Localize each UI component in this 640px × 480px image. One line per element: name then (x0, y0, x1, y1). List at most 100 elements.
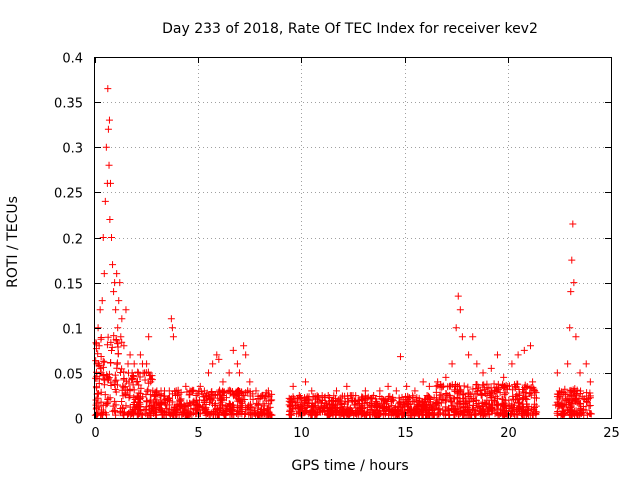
scatter-point (97, 369, 105, 377)
scatter-point (493, 351, 501, 359)
scatter-point-cloud-sample (264, 410, 272, 418)
scatter-point-cloud-sample (513, 406, 521, 414)
x-tick-label: 10 (293, 426, 310, 441)
scatter-point (98, 297, 106, 305)
scatter-point-cloud-sample (218, 396, 226, 404)
scatter-point-cloud-sample (301, 397, 309, 405)
scatter-point-cloud-sample (239, 392, 247, 400)
scatter-point (104, 85, 112, 93)
scatter-point (469, 333, 477, 341)
scatter-point-cloud-sample (368, 399, 376, 407)
scatter-point-cloud-sample (158, 409, 166, 417)
scatter-point-cloud-sample (202, 393, 210, 401)
scatter-point-cloud-sample (177, 401, 185, 409)
scatter-point-cloud-sample (103, 341, 111, 349)
scatter-point-cloud-sample (353, 401, 361, 409)
scatter-point-cloud-sample (246, 388, 254, 396)
scatter-point-cloud-sample (485, 411, 493, 419)
scatter-point-cloud-sample (352, 408, 360, 416)
scatter-point-cloud-sample (583, 398, 591, 406)
scatter-point-cloud-sample (569, 400, 577, 408)
scatter-point (567, 288, 575, 296)
scatter-point-cloud-sample (393, 406, 401, 414)
scatter-point-cloud-sample (168, 398, 176, 406)
scatter-point-cloud-sample (502, 381, 510, 389)
scatter-point-cloud-sample (97, 335, 105, 343)
scatter-point (586, 378, 594, 386)
scatter-point (568, 256, 576, 264)
scatter-point (332, 387, 340, 395)
scatter-point-cloud-sample (285, 394, 293, 402)
scatter-point-cloud-sample (487, 393, 495, 401)
scatter-point-cloud-sample (195, 403, 203, 411)
scatter-point (120, 342, 128, 350)
scatter-point (149, 387, 157, 395)
scatter-point (109, 261, 117, 269)
scatter-point-cloud-sample (94, 389, 102, 397)
scatter-point (126, 351, 134, 359)
scatter-point (454, 292, 462, 300)
scatter-point (264, 387, 272, 395)
scatter-point-cloud-sample (206, 395, 214, 403)
scatter-point-cloud-sample (114, 343, 122, 351)
scatter-point-cloud-sample (432, 382, 440, 390)
scatter-point-cloud-sample (526, 390, 534, 398)
scatter-point (215, 355, 223, 363)
scatter-point-cloud-sample (313, 411, 321, 419)
scatter-point-cloud-sample (516, 390, 524, 398)
scatter-point-cloud-sample (211, 390, 219, 398)
scatter-point-cloud-sample (446, 393, 454, 401)
scatter-point (235, 369, 243, 377)
scatter-point-cloud-sample (499, 411, 507, 419)
scatter-points (92, 85, 594, 404)
scatter-point (569, 220, 577, 228)
scatter-point-cloud-sample (112, 336, 120, 344)
scatter-point (403, 382, 411, 390)
scatter-point-cloud-sample (285, 411, 293, 419)
scatter-point (213, 351, 221, 359)
scatter-point-cloud-sample (587, 410, 595, 418)
scatter-point-cloud-sample (122, 391, 130, 399)
scatter-point (458, 333, 466, 341)
scatter-point (479, 369, 487, 377)
scatter-point (104, 125, 112, 133)
scatter-point-cloud-sample (511, 384, 519, 392)
chart-title: Day 233 of 2018, Rate Of TEC Index for r… (162, 21, 538, 37)
scatter-point-cloud-sample (469, 385, 477, 393)
scatter-point (196, 382, 204, 390)
scatter-point-cloud-sample (321, 402, 329, 410)
scatter-point-cloud-sample (353, 410, 361, 418)
scatter-point-cloud-sample (302, 407, 310, 415)
scatter-point-cloud-sample (249, 395, 257, 403)
scatter-point-cloud-sample (139, 393, 147, 401)
scatter-point-cloud-sample (145, 411, 153, 419)
scatter-point-cloud-sample (585, 402, 593, 410)
scatter-point-cloud-sample (405, 398, 413, 406)
scatter-point-cloud-sample (142, 405, 150, 413)
scatter-point-cloud-sample (378, 395, 386, 403)
scatter-point-cloud-sample (368, 410, 376, 418)
scatter-point-cloud-sample (112, 401, 120, 409)
scatter-point-cloud-sample (452, 381, 460, 389)
scatter-point-cloud (91, 332, 595, 419)
scatter-point-cloud-sample (226, 389, 234, 397)
scatter-point-cloud-sample (478, 391, 486, 399)
scatter-point-cloud-sample (478, 398, 486, 406)
scatter-point-cloud-sample (398, 393, 406, 401)
scatter-point (102, 143, 110, 151)
scatter-point-cloud-sample (455, 382, 463, 390)
scatter-point-cloud-sample (464, 383, 472, 391)
scatter-point-cloud-sample (586, 392, 594, 400)
scatter-point (576, 369, 584, 377)
scatter-point-cloud-sample (105, 370, 113, 378)
x-tick-label: 20 (500, 426, 517, 441)
scatter-point (242, 351, 250, 359)
scatter-point-cloud-sample (482, 401, 490, 409)
scatter-point-cloud-sample (447, 398, 455, 406)
scatter-point (114, 324, 122, 332)
scatter-point-cloud-sample (134, 398, 142, 406)
scatter-point-cloud-sample (114, 350, 122, 358)
y-tick-label: 0.1 (62, 323, 83, 338)
scatter-point-cloud-sample (266, 403, 274, 411)
scatter-point (456, 306, 464, 314)
